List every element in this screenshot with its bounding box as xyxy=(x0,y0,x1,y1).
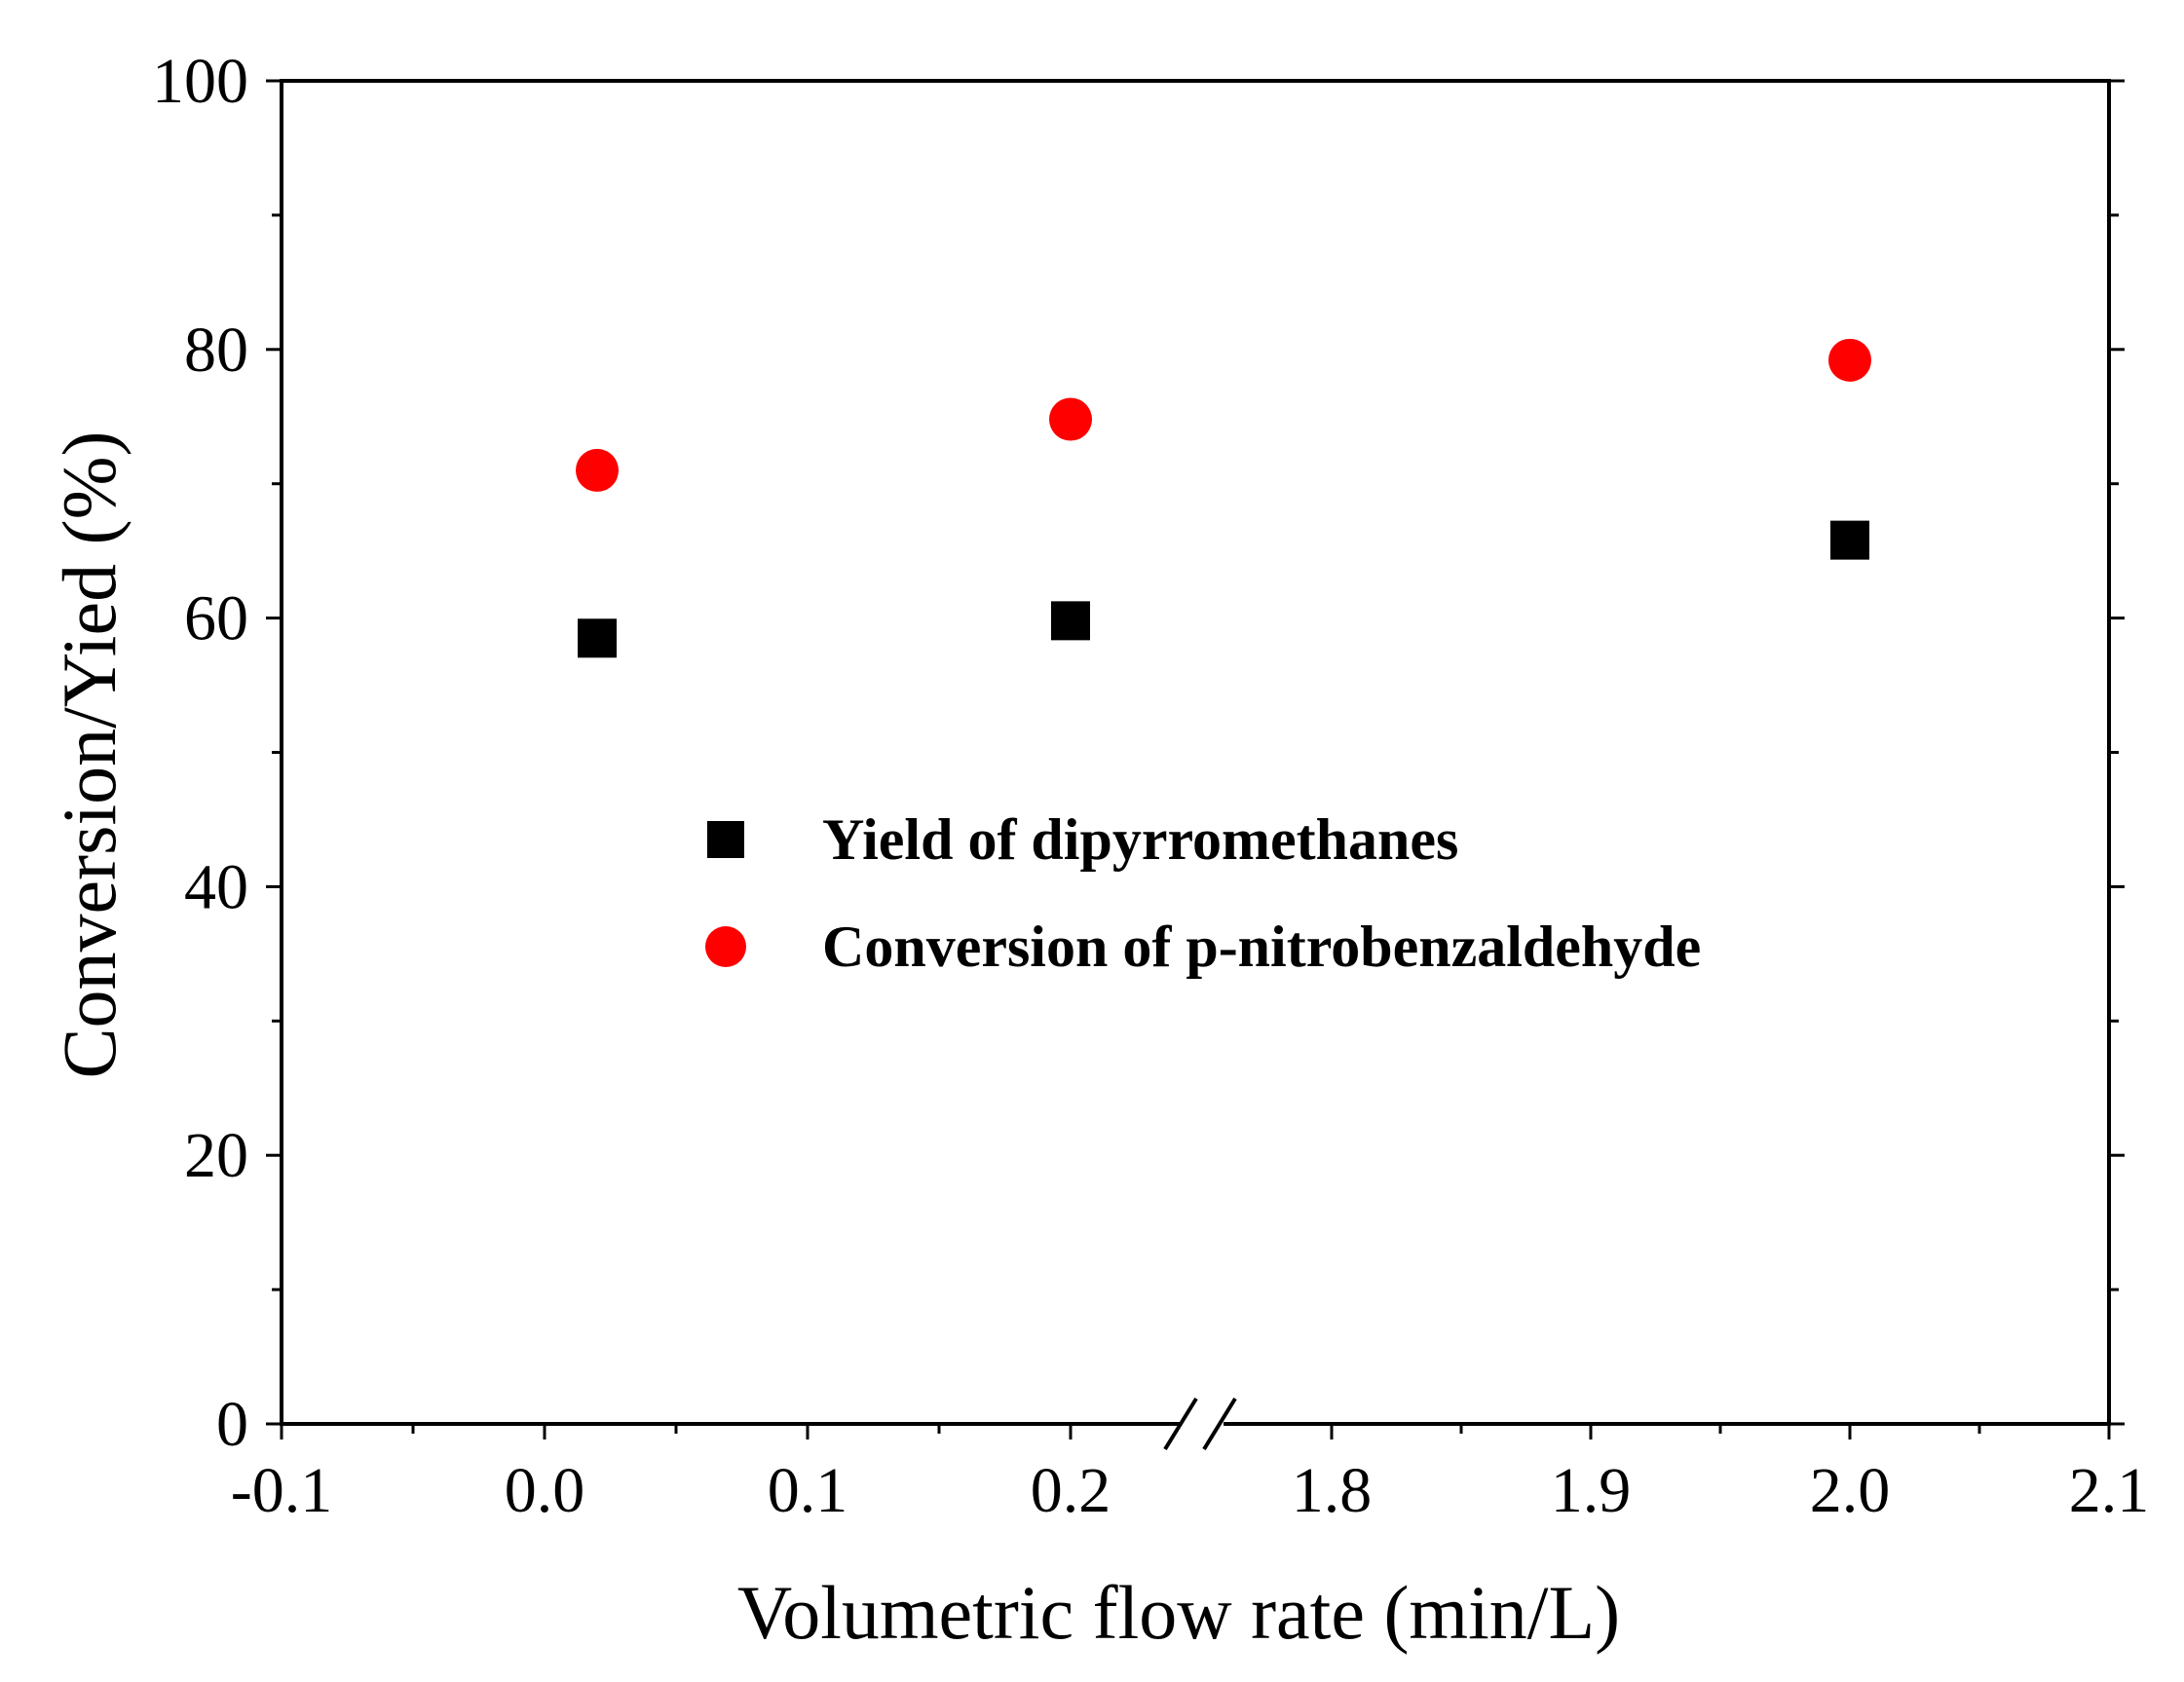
y-tick-label: 40 xyxy=(184,851,248,922)
x-tick-label: 1.8 xyxy=(1292,1455,1373,1526)
legend: Yield of dipyrromethanes Conversion of p-… xyxy=(705,807,1701,979)
x-tick-label: 0.2 xyxy=(1031,1455,1111,1526)
yield-square-point xyxy=(1051,601,1090,641)
legend-label: Conversion of p-nitrobenzaldehyde xyxy=(822,915,1701,979)
axis-break-mark xyxy=(1163,1397,1237,1451)
yield-square-point xyxy=(578,618,617,658)
axis-break-slash xyxy=(1202,1397,1237,1451)
y-axis-title: Conversion/Yied (%) xyxy=(47,430,132,1078)
conversion-circle-point xyxy=(1828,338,1871,382)
y-tick-label: 60 xyxy=(184,583,248,654)
y-tick-label: 20 xyxy=(184,1120,248,1191)
data-markers xyxy=(576,338,1871,658)
axis-break-gap xyxy=(1181,1416,1224,1432)
x-axis-title: Volumetric flow rate (min/L) xyxy=(737,1570,1620,1655)
axis-break-slash xyxy=(1163,1397,1198,1451)
x-tick-label: 2.0 xyxy=(1810,1455,1891,1526)
x-tick-label: 0.1 xyxy=(768,1455,848,1526)
y-tick-label: 0 xyxy=(216,1389,248,1460)
axis-ticks: 0 20 40 60 80 100 -0.1 0.0 0.1 0.2 1.8 1.9 2.0 2.1 xyxy=(152,46,2149,1526)
legend-label: Yield of dipyrromethanes xyxy=(822,807,1458,872)
conversion-circle-point xyxy=(1049,397,1092,441)
legend-square-marker xyxy=(707,821,744,858)
x-tick-label: 1.9 xyxy=(1551,1455,1632,1526)
x-tick-label: 2.1 xyxy=(2069,1455,2150,1526)
legend-circle-marker xyxy=(705,926,746,967)
y-tick-label: 80 xyxy=(184,315,248,386)
conversion-circle-point xyxy=(576,448,619,492)
y-tick-label: 100 xyxy=(152,46,248,117)
plot-frame xyxy=(280,79,2111,1426)
x-tick-label: 0.0 xyxy=(505,1455,585,1526)
x-tick-label: -0.1 xyxy=(231,1455,332,1526)
yield-square-point xyxy=(1830,520,1869,560)
